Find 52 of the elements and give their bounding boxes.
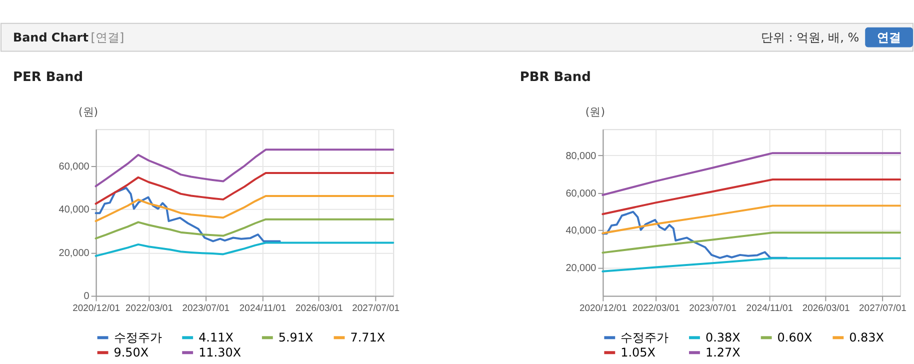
x-tick-label: 2026/03/01 [295,303,343,314]
x-tick-label: 2024/11/01 [746,303,793,314]
x-tick-label: 2023/07/01 [689,303,736,314]
y-tick-label: 40,000 [566,226,597,237]
legend-label: 11.30X [198,346,242,360]
x-tick-label: 2022/03/01 [126,303,173,314]
y-tick-label: 20,000 [58,248,90,259]
legend-label: 수정주가 [114,330,162,345]
y-tick-label: 60,000 [566,188,597,200]
line-series [94,194,394,222]
legend-label: 5.91X [278,330,314,345]
line-series [94,242,394,257]
legend-label: 1.27X [705,346,740,360]
text: Band Chart [12,30,89,44]
legend-label: 0.83X [849,330,884,345]
legend-label: 0.38X [705,330,740,345]
x-tick-label: 2024/11/01 [239,303,286,314]
text: [연결] [90,30,124,44]
y-tick-label: 40,000 [58,204,90,216]
x-tick-label: 2020/12/01 [579,303,627,314]
text: 단위 : 억원, 배, % [760,30,860,44]
legend-label: 수정주가 [620,330,669,345]
y-tick-label: 20,000 [566,263,597,274]
text: 연결 [877,30,902,44]
line-series [94,148,394,188]
x-tick-label: 2027/07/01 [859,303,906,314]
x-tick-label: 2026/03/01 [802,303,850,314]
chart-title: PER Band [12,70,84,86]
legend-label: 4.11X [198,330,234,345]
legend-label: 9.50X [114,346,149,360]
chart-title: PBR Band [520,70,591,86]
y-tick-label: 80,000 [566,150,597,162]
line-series [94,186,281,242]
y-tick-label: 0 [84,291,90,302]
legend-label: 1.05X [620,346,656,360]
line-series [602,210,788,259]
line-series [602,178,902,216]
x-tick-label: 2027/07/01 [352,303,400,314]
legend-label: 0.60X [777,330,812,345]
line-series [602,257,902,272]
x-tick-label: 2023/07/01 [182,303,230,314]
x-tick-label: 2022/03/01 [632,303,680,314]
y-axis-title: (원) [78,106,98,119]
y-axis-title: (원) [585,106,605,119]
line-series [602,232,902,254]
line-series [602,152,902,196]
line-series [94,218,394,240]
line-series [602,204,902,234]
x-tick-label: 2020/12/01 [72,303,120,314]
line-series [94,172,394,205]
legend-label: 7.71X [350,330,386,345]
y-tick-label: 60,000 [58,161,90,172]
